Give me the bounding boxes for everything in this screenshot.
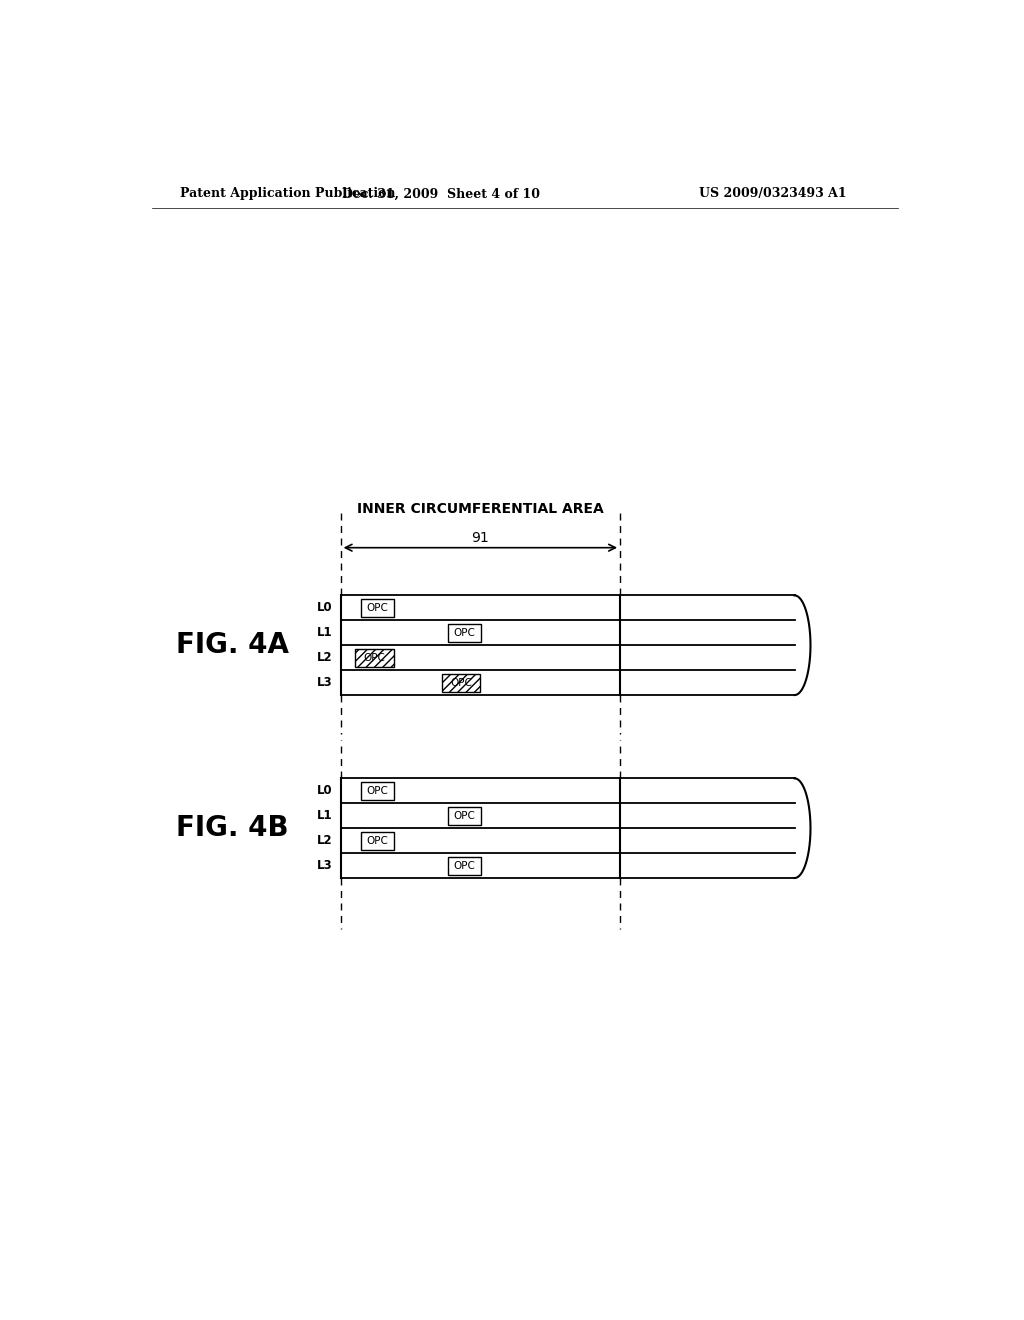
- Text: OPC: OPC: [454, 861, 476, 871]
- Bar: [449, 857, 481, 875]
- Text: FIG. 4A: FIG. 4A: [176, 631, 289, 659]
- Text: 91: 91: [471, 532, 489, 545]
- Text: L2: L2: [317, 651, 333, 664]
- Bar: [355, 648, 394, 667]
- Bar: [449, 807, 481, 825]
- Text: L3: L3: [317, 859, 333, 873]
- Bar: [360, 599, 394, 616]
- Text: OPC: OPC: [364, 652, 385, 663]
- Text: OPC: OPC: [367, 836, 388, 846]
- Text: OPC: OPC: [367, 603, 388, 612]
- Text: OPC: OPC: [454, 810, 476, 821]
- Text: L0: L0: [317, 602, 333, 614]
- Bar: [360, 832, 394, 850]
- Bar: [441, 673, 480, 692]
- Text: FIG. 4B: FIG. 4B: [176, 814, 288, 842]
- Text: L1: L1: [317, 626, 333, 639]
- Text: L0: L0: [317, 784, 333, 797]
- Bar: [360, 781, 394, 800]
- Text: US 2009/0323493 A1: US 2009/0323493 A1: [699, 187, 847, 201]
- Text: L2: L2: [317, 834, 333, 847]
- Text: Dec. 31, 2009  Sheet 4 of 10: Dec. 31, 2009 Sheet 4 of 10: [342, 187, 541, 201]
- Text: OPC: OPC: [367, 785, 388, 796]
- Text: Patent Application Publication: Patent Application Publication: [179, 187, 395, 201]
- Bar: [449, 624, 481, 642]
- Text: OPC: OPC: [454, 628, 476, 638]
- Text: L3: L3: [317, 676, 333, 689]
- Text: OPC: OPC: [451, 677, 472, 688]
- Text: INNER CIRCUMFERENTIAL AREA: INNER CIRCUMFERENTIAL AREA: [357, 502, 604, 516]
- Text: L1: L1: [317, 809, 333, 822]
